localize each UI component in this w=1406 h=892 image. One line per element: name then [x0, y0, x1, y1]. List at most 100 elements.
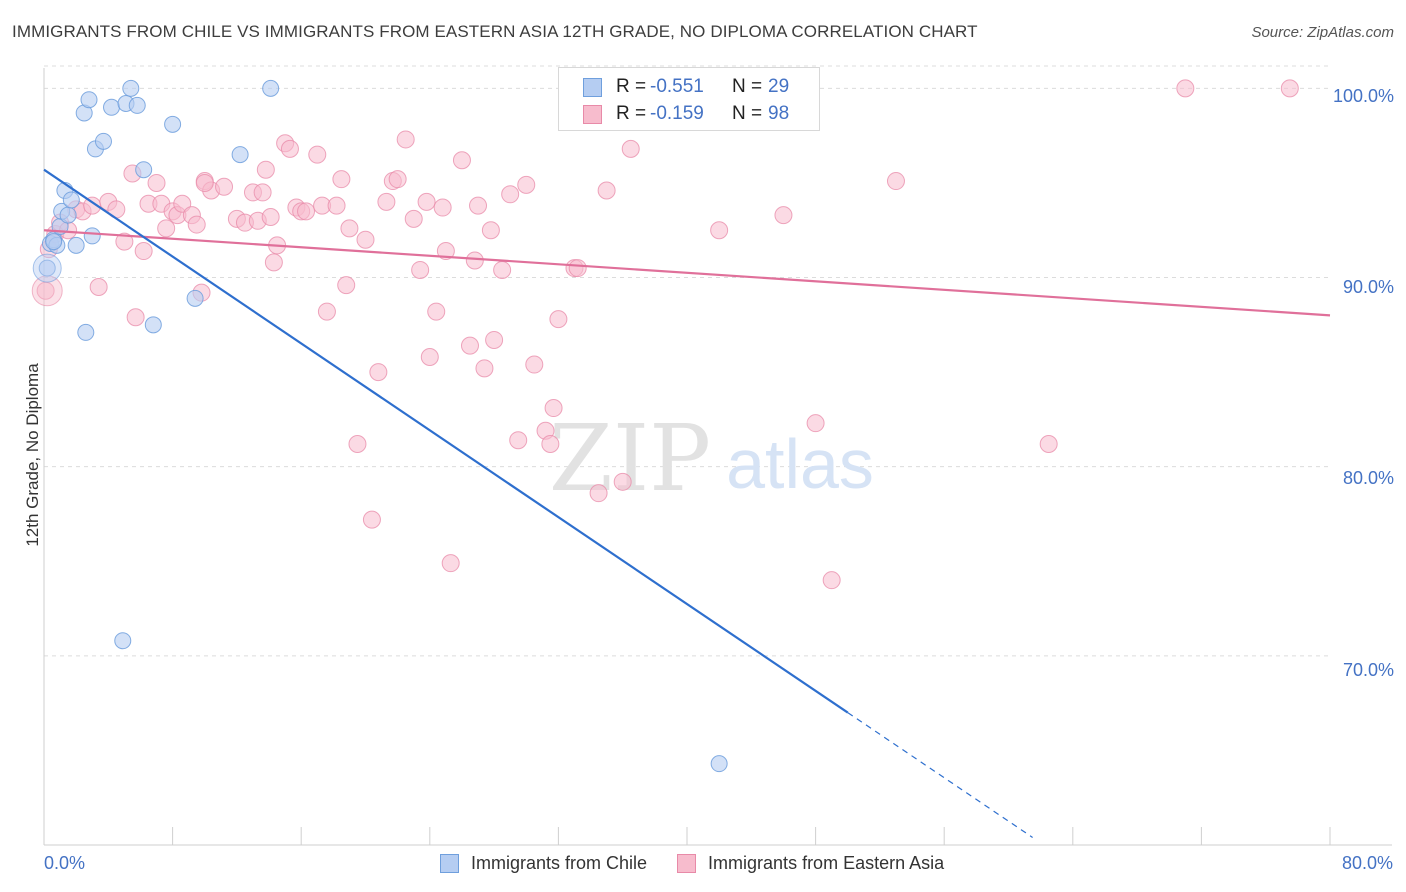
data-point-eastern-asia	[589, 484, 608, 503]
data-point-eastern-asia	[126, 308, 145, 327]
legend-r-label: R =	[616, 103, 647, 124]
legend-n-value: 29	[768, 76, 790, 97]
data-point-eastern-asia	[115, 232, 134, 251]
trend-line-chile	[43, 168, 849, 714]
data-point-eastern-asia	[340, 219, 359, 238]
data-point-eastern-asia	[427, 302, 446, 321]
data-point-chile	[114, 632, 132, 650]
watermark-atlas: atlas	[726, 425, 874, 503]
watermark-zip: ZIP	[549, 405, 711, 512]
data-point-eastern-asia	[541, 434, 560, 453]
legend-label-eastern-asia: Immigrants from Eastern Asia	[708, 853, 945, 873]
data-point-eastern-asia	[710, 221, 729, 240]
data-point-eastern-asia	[396, 130, 415, 149]
legend-n-label: N =	[732, 103, 763, 124]
data-point-eastern-asia	[195, 173, 214, 192]
stats-legend: R = -0.551 N = 29 R = -0.159 N = 98	[558, 67, 820, 131]
data-point-eastern-asia	[308, 145, 327, 164]
data-point-eastern-asia	[369, 363, 388, 382]
data-point-eastern-asia	[362, 510, 381, 529]
data-point-eastern-asia	[147, 173, 166, 192]
data-point-eastern-asia	[493, 260, 512, 279]
data-point-eastern-asia	[501, 185, 520, 204]
data-point-chile	[83, 227, 101, 245]
data-point-chile	[80, 91, 98, 109]
data-point-eastern-asia	[134, 242, 153, 261]
legend-swatch-pink	[583, 104, 602, 124]
data-point-chile	[59, 206, 77, 224]
data-point-chile	[262, 79, 280, 97]
data-point-eastern-asia	[297, 202, 316, 221]
series-chile	[32, 79, 728, 773]
data-point-eastern-asia	[348, 434, 367, 453]
legend-r-value: -0.159	[650, 103, 704, 124]
data-point-eastern-asia	[465, 251, 484, 270]
data-point-eastern-asia	[549, 310, 568, 329]
data-point-chile	[135, 161, 153, 179]
data-point-eastern-asia	[356, 230, 375, 249]
legend-swatch-blue	[583, 77, 602, 97]
data-point-eastern-asia	[517, 175, 536, 194]
data-point-chile	[144, 316, 162, 334]
legend-swatch-blue	[440, 854, 459, 873]
watermark: ZIP atlas	[549, 405, 874, 512]
y-tick-label: 90.0%	[1342, 277, 1394, 297]
data-point-eastern-asia	[525, 355, 544, 374]
x-tick-label-min: 0.0%	[44, 853, 86, 873]
data-point-eastern-asia	[806, 414, 825, 433]
data-point-eastern-asia	[89, 277, 108, 296]
data-point-eastern-asia	[1280, 79, 1299, 98]
data-point-chile	[710, 755, 728, 773]
data-point-eastern-asia	[187, 215, 206, 234]
data-point-eastern-asia	[441, 554, 460, 573]
data-point-eastern-asia	[327, 196, 346, 215]
data-point-eastern-asia	[377, 192, 396, 211]
legend-label-chile: Immigrants from Chile	[471, 853, 648, 873]
chart-title: IMMIGRANTS FROM CHILE VS IMMIGRANTS FROM…	[12, 22, 978, 41]
x-tick-label-max: 80.0%	[1341, 853, 1393, 873]
data-point-eastern-asia	[411, 260, 430, 279]
data-point-eastern-asia	[1176, 79, 1195, 98]
data-point-chile	[67, 236, 85, 254]
data-point-eastern-asia	[597, 181, 616, 200]
data-point-eastern-asia	[256, 160, 275, 179]
data-point-eastern-asia	[475, 359, 494, 378]
data-point-eastern-asia	[420, 347, 439, 366]
legend-row-chile: R = -0.551 N = 29	[583, 75, 789, 99]
data-point-eastern-asia	[613, 472, 632, 491]
legend-row-eastern-asia: R = -0.159 N = 98	[583, 102, 789, 126]
data-point-chile	[94, 132, 112, 150]
data-point-eastern-asia	[253, 183, 272, 202]
data-point-chile	[128, 96, 146, 114]
data-point-chile	[231, 146, 249, 164]
trend-line-eastern-asia	[43, 229, 1331, 317]
chart-source: Source: ZipAtlas.com	[1251, 24, 1394, 41]
data-point-eastern-asia	[774, 206, 793, 225]
axes	[43, 68, 1392, 846]
data-point-eastern-asia	[621, 139, 640, 158]
data-point-eastern-asia	[568, 259, 587, 278]
y-tick-label: 100.0%	[1332, 86, 1394, 106]
legend-item-chile: Immigrants from Chile	[440, 853, 647, 874]
data-point-chile	[32, 253, 62, 283]
legend-swatch-pink	[677, 854, 697, 873]
data-point-eastern-asia	[317, 302, 336, 321]
data-point-eastern-asia	[485, 330, 504, 349]
data-point-eastern-asia	[261, 208, 280, 226]
data-point-chile	[164, 115, 182, 133]
data-point-chile	[103, 98, 121, 116]
legend-n-value: 98	[768, 103, 790, 124]
data-point-eastern-asia	[822, 571, 841, 590]
series-legend: Immigrants from Chile Immigrants from Ea…	[440, 853, 974, 874]
trend-lines	[43, 168, 1331, 838]
data-point-eastern-asia	[469, 196, 488, 215]
data-point-eastern-asia	[1039, 434, 1058, 453]
legend-r-label: R =	[616, 76, 647, 97]
trend-line-chile-extrapolated	[847, 712, 1033, 838]
y-tick-label: 80.0%	[1342, 468, 1394, 488]
data-point-eastern-asia	[544, 399, 563, 418]
legend-n-label: N =	[732, 76, 763, 97]
data-point-eastern-asia	[460, 336, 479, 355]
data-point-eastern-asia	[436, 242, 455, 261]
data-point-eastern-asia	[886, 172, 905, 191]
